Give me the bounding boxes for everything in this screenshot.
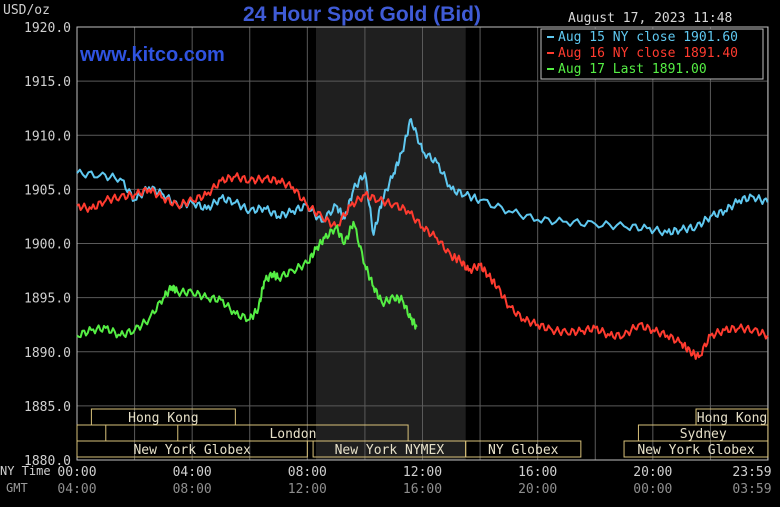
series-line-3	[76, 220, 418, 339]
session-label: New York NYMEX	[335, 443, 445, 458]
series-line-2	[76, 172, 769, 360]
gmt-tick-label: 20:00	[518, 482, 557, 497]
ny-tick-label: 12:00	[403, 465, 442, 480]
gmt-tick-label: 03:59	[732, 482, 771, 497]
y-tick-label: 1895.0	[24, 292, 71, 307]
plot-border	[76, 26, 769, 461]
gmt-tick-label: 16:00	[403, 482, 442, 497]
session-label: NY Globex	[488, 443, 559, 458]
legend-entry: Aug 15 NY close 1901.60	[558, 30, 738, 45]
session-label: Hong Kong	[128, 411, 198, 426]
session-label: New York Globex	[133, 443, 251, 458]
legend-box	[540, 28, 764, 80]
y-tick-label: 1890.0	[24, 346, 71, 361]
session-box	[76, 440, 308, 458]
session-label: Sydney	[680, 427, 727, 442]
legend-entry: Aug 16 NY close 1891.40	[558, 46, 738, 61]
y-tick-label: 1900.0	[24, 238, 71, 253]
grid-lines	[76, 26, 769, 461]
chart-title: 24 Hour Spot Gold (Bid)	[243, 3, 481, 26]
session-label: London	[269, 427, 316, 442]
y-axis-ticks: 1920.0 1915.0 1910.0 1905.0 1900.0 1895.0 1890…	[24, 21, 71, 469]
gmt-label: GMT	[6, 481, 28, 495]
session-box	[465, 440, 582, 458]
units-label: USD/oz	[3, 3, 50, 18]
y-tick-label: 1915.0	[24, 75, 71, 90]
ny-time-label: NY Time	[0, 464, 51, 478]
legend-entry: Aug 17 Last 1891.00	[558, 62, 707, 77]
price-series	[76, 118, 769, 360]
gmt-tick-label: 08:00	[173, 482, 212, 497]
y-tick-label: 1885.0	[24, 400, 71, 415]
ny-tick-label: 16:00	[518, 465, 557, 480]
website-link[interactable]: www.kitco.com	[79, 44, 225, 66]
y-tick-label: 1920.0	[24, 21, 71, 36]
gmt-tick-label: 12:00	[288, 482, 327, 497]
ny-tick-label: 04:00	[173, 465, 212, 480]
session-label: Hong Kong	[697, 411, 767, 426]
y-tick-label: 1880.0	[24, 454, 71, 469]
ny-tick-label: 20:00	[633, 465, 672, 480]
y-tick-label: 1910.0	[24, 129, 71, 144]
y-tick-label: 1905.0	[24, 183, 71, 198]
ny-tick-label: 23:59	[732, 465, 771, 480]
ny-tick-label: 00:00	[57, 465, 96, 480]
session-label: New York Globex	[637, 443, 755, 458]
session-box	[623, 440, 769, 458]
x-axis-ticks: 00:00 04:00 04:00 08:00 08:00 12:00 12:00 16:00…	[57, 465, 771, 497]
gmt-tick-label: 04:00	[57, 482, 96, 497]
session-box	[90, 408, 236, 426]
timestamp: August 17, 2023 11:48	[568, 11, 732, 26]
ny-tick-label: 08:00	[288, 465, 327, 480]
gmt-tick-label: 00:00	[633, 482, 672, 497]
